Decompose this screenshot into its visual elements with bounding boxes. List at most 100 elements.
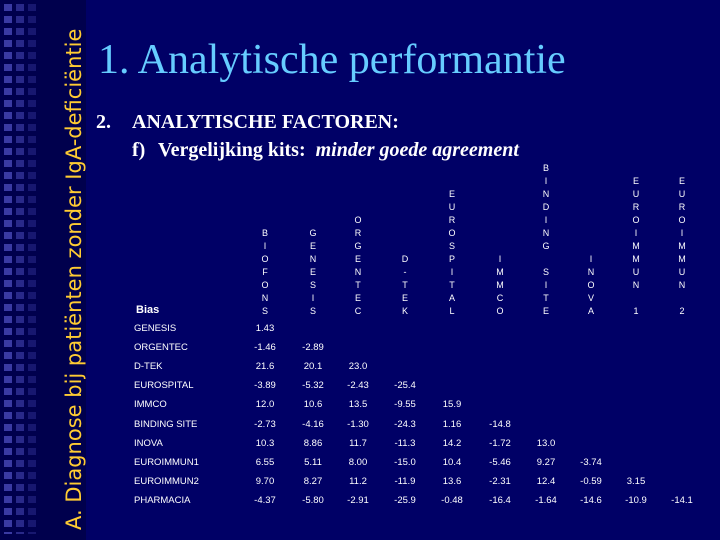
table-cell: -2.31 [489,475,511,487]
table-cell: -14.6 [580,494,602,506]
column-header-char: G [542,241,550,251]
table-cell: 21.6 [255,361,275,373]
column-header-char: G [309,228,317,238]
table-cell: -1.72 [489,437,511,449]
table-cell: -10.9 [625,494,647,506]
table-cell: -0.59 [580,475,602,487]
table-cell: -1.46 [254,342,276,354]
row-label: D-TEK [134,361,163,373]
column-header-char: U [632,267,640,277]
row-label: GENESIS [134,323,177,334]
table-cell: -11.3 [394,437,416,449]
bias-label: Bias [136,304,160,316]
column-header-char: N [632,280,640,290]
table-cell: -4.37 [254,494,276,506]
table-cell: 20.1 [303,361,323,373]
row-label: EUROIMMUN2 [134,475,199,487]
subtitle-number: 2. [96,111,111,133]
row-label: IMMCO [134,399,167,411]
column-header-char: R [448,215,456,225]
table-cell: 5.11 [304,456,322,468]
column-header-char: I [450,267,454,277]
table-cell: -5.80 [302,494,324,506]
table-row: GENESIS 1.43 [126,320,720,339]
column-header-char: E [401,293,408,303]
column-header-char: M [632,241,640,251]
table-cell: 14.2 [442,437,462,449]
column-header-char: M [632,254,640,264]
table-row: EUROIMMUN2 9.70 8.27 11.2 -11.9 13.6 -2.31 12.4… [126,473,720,492]
row-label: EUROIMMUN1 [134,456,199,468]
table-cell: 13.6 [442,475,462,487]
column-header-char [628,292,644,305]
column-header-char: A [587,306,594,316]
table-cell: 8.00 [348,456,368,468]
column-header-char: S [309,280,316,290]
column-header-char: N [309,254,317,264]
table-row: PHARMACIA -4.37 -5.80 -2.91 -25.9 -0.48 -16.4 -… [126,492,720,511]
column-header-char: N [678,280,686,290]
column-header-char: A [448,293,455,303]
table-cell: 12.0 [255,399,275,411]
column-header-char: 1 [633,306,639,316]
column-header-char: O [496,306,504,316]
column-header-char: E [309,267,316,277]
section-subtitle: 2. ANALYTISCHE FACTOREN: f) Vergelijking k… [96,108,519,164]
decorative-squares [28,4,36,534]
row-label: PHARMACIA [134,494,191,506]
column-header-char: N [354,267,362,277]
table-row: INOVA 10.3 8.86 11.7 -11.3 14.2 -1.72 13.0 [126,435,720,454]
table-cell: 10.3 [255,437,275,449]
table-cell: -25.4 [394,380,416,392]
column-header-char: O [261,254,269,264]
column-header-char: U [448,202,456,212]
column-header-char: T [543,293,549,303]
column-header-char: C [496,293,504,303]
column-header-char: I [544,280,548,290]
column-header-char: I [634,228,638,238]
column-header-char: O [261,280,269,290]
column-header-char: S [448,241,455,251]
vertical-section-title: A. Diagnose bij patiënten zonder IgA-def… [62,28,86,530]
column-header-char: L [449,306,455,316]
column-header-char [538,253,554,266]
column-header-char: U [632,189,640,199]
column-header-char: V [587,293,594,303]
column-header-char: S [261,306,268,316]
table-cell: -4.16 [302,418,324,430]
column-header-char: S [542,267,549,277]
column-header-char: E [309,241,316,251]
table-cell: 1.43 [255,323,275,334]
table-cell: 6.55 [255,456,275,468]
table-cell: -24.3 [394,418,416,430]
table-cell: -3.74 [580,456,602,468]
column-header-char: T [402,280,408,290]
column-header-char: N [587,267,595,277]
subtitle-heading: ANALYTISCHE FACTOREN: [132,111,399,133]
table-cell: 11.2 [349,475,367,487]
table-cell: 8.86 [303,437,323,449]
column-header-char: O [587,280,595,290]
column-header-char: E [678,176,685,186]
column-header-char: N [261,293,269,303]
column-header-char: N [542,189,550,199]
table-cell: 3.15 [626,475,646,487]
column-header-char: R [678,202,686,212]
table-cell: -14.1 [671,494,693,506]
column-header-char: M [678,254,686,264]
table-cell: 10.4 [442,456,462,468]
column-header-char: I [498,254,502,264]
table-row: D-TEK 21.6 20.1 23.0 [126,358,720,377]
column-header-char: M [496,280,504,290]
table-cell: -2.91 [347,494,369,506]
table-cell: -2.73 [254,418,276,430]
column-header-char: D [401,254,409,264]
